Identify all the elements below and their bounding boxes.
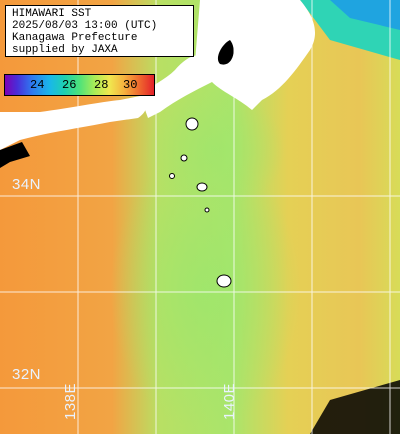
timestamp-line: 2025/08/03 13:00 (UTC) <box>12 20 158 32</box>
region-line: Kanagawa Prefecture <box>12 32 138 44</box>
island <box>196 182 208 192</box>
latitude-label: 34N <box>12 176 42 193</box>
island <box>216 274 232 288</box>
land-coast <box>140 55 212 118</box>
title-line: HIMAWARI SST <box>12 8 92 20</box>
coastal-cold-water <box>330 0 400 30</box>
island <box>169 173 175 179</box>
longitude-label: 138E <box>62 382 79 420</box>
source-line: supplied by JAXA <box>12 44 118 56</box>
island <box>204 207 210 213</box>
latitude-label: 32N <box>12 366 42 383</box>
legend-tick: 30 <box>123 78 138 92</box>
no-data-north <box>217 40 234 65</box>
cool-water-patch <box>110 150 300 430</box>
island <box>180 154 188 162</box>
longitude-label: 140E <box>221 382 238 420</box>
info-box: HIMAWARI SST 2025/08/03 13:00 (UTC) Kana… <box>5 5 194 57</box>
no-data-coast <box>0 142 30 168</box>
legend-tick: 24 <box>30 78 45 92</box>
legend-tick: 28 <box>94 78 109 92</box>
no-data-southeast <box>310 380 400 434</box>
land-west <box>0 96 147 150</box>
island <box>185 117 199 131</box>
color-legend: 24 26 28 30 <box>4 74 155 96</box>
cool-water-patch <box>145 90 285 210</box>
land-north <box>195 0 316 110</box>
legend-tick: 26 <box>62 78 77 92</box>
